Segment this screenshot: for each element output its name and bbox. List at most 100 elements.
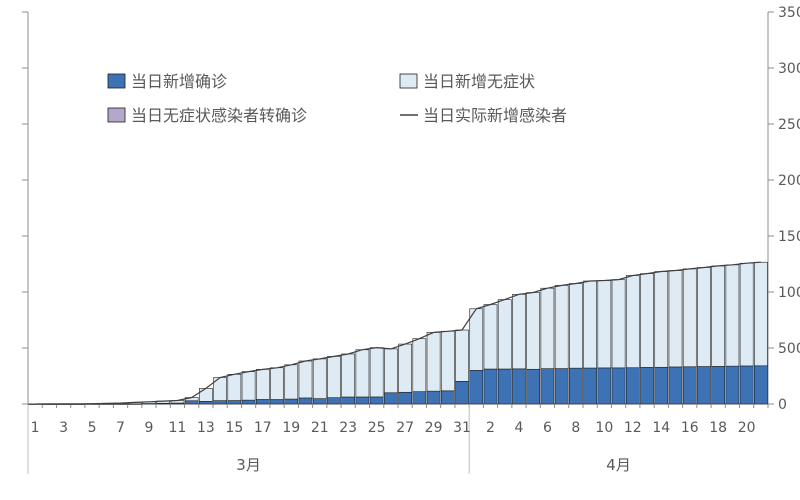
- bar-segment: [625, 367, 640, 405]
- legend-swatch: [107, 107, 126, 123]
- bar-segment: [255, 399, 270, 405]
- bar-segment: [583, 367, 597, 405]
- bar-segment: [327, 356, 341, 398]
- bar-segment: [255, 369, 270, 400]
- bar-segment: [654, 366, 669, 405]
- bar-segment: [512, 294, 526, 370]
- x-tick-label: 4: [515, 420, 524, 436]
- bar-segment: [497, 299, 512, 370]
- x-tick-label: 6: [543, 420, 552, 436]
- bar-segment: [199, 388, 213, 402]
- x-tick-label: 19: [282, 420, 300, 436]
- bar-segment: [384, 392, 398, 405]
- legend-label: 当日无症状感染者转确诊: [131, 106, 307, 125]
- bar-segment: [640, 367, 654, 405]
- bar-segment: [668, 270, 683, 368]
- bar-segment: [597, 280, 612, 369]
- line-series: [35, 261, 761, 405]
- x-tick-label: 27: [396, 420, 414, 436]
- bar-segment: [640, 273, 654, 368]
- bar-segment: [426, 390, 441, 405]
- x-tick-label: 12: [624, 420, 642, 436]
- bar-segment: [597, 367, 612, 405]
- bar-segment: [697, 366, 711, 405]
- x-tick-label: 13: [197, 420, 215, 436]
- x-tick-label: 5: [88, 420, 97, 436]
- legend-swatch: [107, 73, 126, 89]
- x-tick-label: 25: [368, 420, 386, 436]
- bar-segment: [682, 268, 697, 368]
- bar-segment: [682, 366, 697, 405]
- y-tick-label: 0: [778, 397, 787, 413]
- x-tick-label: 1: [31, 420, 40, 436]
- y-tick-label: 30000: [778, 61, 800, 77]
- bar-segment: [569, 283, 583, 369]
- x-tick-label: 17: [254, 420, 272, 436]
- bar-segment: [184, 400, 199, 405]
- bar-segment: [384, 348, 398, 394]
- x-tick-label: 15: [225, 420, 243, 436]
- bar-segment: [227, 400, 242, 405]
- bar-segment: [312, 398, 327, 405]
- bar-segment: [270, 399, 284, 405]
- bar-segment: [440, 330, 455, 392]
- bar-segment: [412, 338, 427, 392]
- bar-segment: [711, 366, 726, 405]
- bar-segment: [668, 366, 683, 405]
- bar-segment: [341, 353, 356, 398]
- bar-segment: [455, 329, 469, 382]
- bar-segment: [369, 347, 384, 398]
- bar-segment: [526, 292, 541, 370]
- bar-segment: [611, 367, 626, 405]
- bars: [28, 261, 768, 405]
- bar-segment: [483, 368, 498, 405]
- y-tick-label: 5000: [778, 341, 800, 357]
- bar-segment: [455, 381, 469, 405]
- bar-segment: [697, 267, 711, 367]
- bar-segment: [497, 368, 512, 405]
- y-tick-label: 20000: [778, 173, 800, 189]
- bar-segment: [625, 275, 640, 369]
- bar-segment: [483, 304, 498, 370]
- y-tick-label: 10000: [778, 285, 800, 301]
- bar-segment: [398, 391, 412, 405]
- legend-label: 当日实际新增感染者: [423, 106, 567, 125]
- x-tick-label: 20: [738, 420, 756, 436]
- bar-segment: [569, 367, 583, 405]
- y-tick-label: 35000: [778, 5, 800, 21]
- x-tick-label: 31: [453, 420, 471, 436]
- bar-segment: [469, 370, 484, 405]
- x-tick-label: 3: [59, 420, 68, 436]
- bar-segment: [369, 396, 384, 405]
- bar-segment: [540, 287, 555, 369]
- bar-segment: [739, 262, 754, 367]
- bar-segment: [284, 398, 299, 405]
- bar-segment: [711, 265, 726, 367]
- x-tick-label: 2: [486, 420, 495, 436]
- bar-segment: [654, 271, 669, 368]
- bar-segment: [754, 261, 768, 367]
- bar-segment: [355, 349, 370, 398]
- bar-segment: [284, 364, 299, 400]
- bar-segment: [583, 280, 597, 369]
- bar-segment: [554, 285, 569, 369]
- bar-segment: [412, 391, 427, 405]
- legend-swatch: [399, 73, 418, 89]
- x-tick-label: 10: [595, 420, 613, 436]
- x-tick-label: 23: [339, 420, 357, 436]
- x-tick-label: 8: [571, 420, 580, 436]
- bar-segment: [298, 360, 313, 399]
- bar-segment: [611, 279, 626, 369]
- bar-segment: [426, 332, 441, 392]
- x-tick-label: 11: [169, 420, 187, 436]
- bar-segment: [512, 368, 526, 405]
- bar-segment: [213, 400, 227, 405]
- bar-segment: [725, 264, 740, 367]
- y-tick-label: 25000: [778, 117, 800, 133]
- x-tick-label: 16: [681, 420, 699, 436]
- bar-segment: [241, 399, 256, 405]
- bar-segment: [526, 368, 541, 405]
- bar-segment: [469, 308, 484, 371]
- bar-segment: [440, 390, 455, 405]
